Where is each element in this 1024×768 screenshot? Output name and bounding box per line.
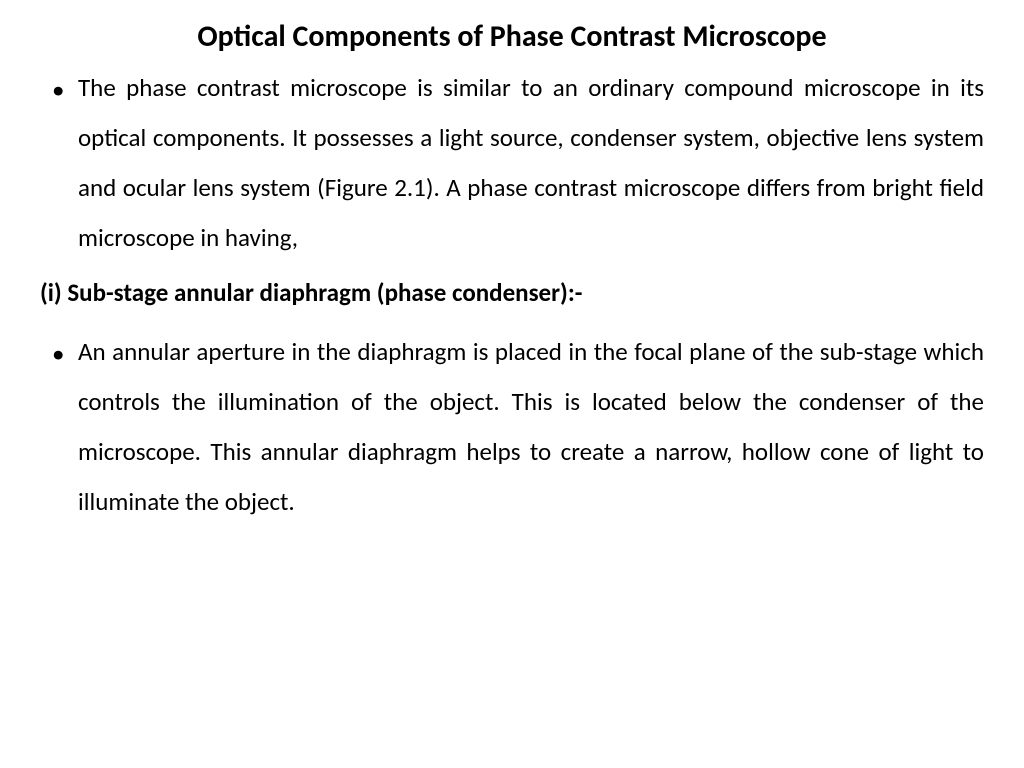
bullet-marker: • xyxy=(40,63,78,263)
bullet-item: • An annular aperture in the diaphragm i… xyxy=(40,327,984,527)
bullet-item: • The phase contrast microscope is simil… xyxy=(40,63,984,263)
subheading: (i) Sub-stage annular diaphragm (phase c… xyxy=(40,273,984,313)
bullet-text: The phase contrast microscope is similar… xyxy=(78,63,984,263)
bullet-text: An annular aperture in the diaphragm is … xyxy=(78,327,984,527)
bullet-marker: • xyxy=(40,327,78,527)
page-title: Optical Components of Phase Contrast Mic… xyxy=(40,18,984,55)
